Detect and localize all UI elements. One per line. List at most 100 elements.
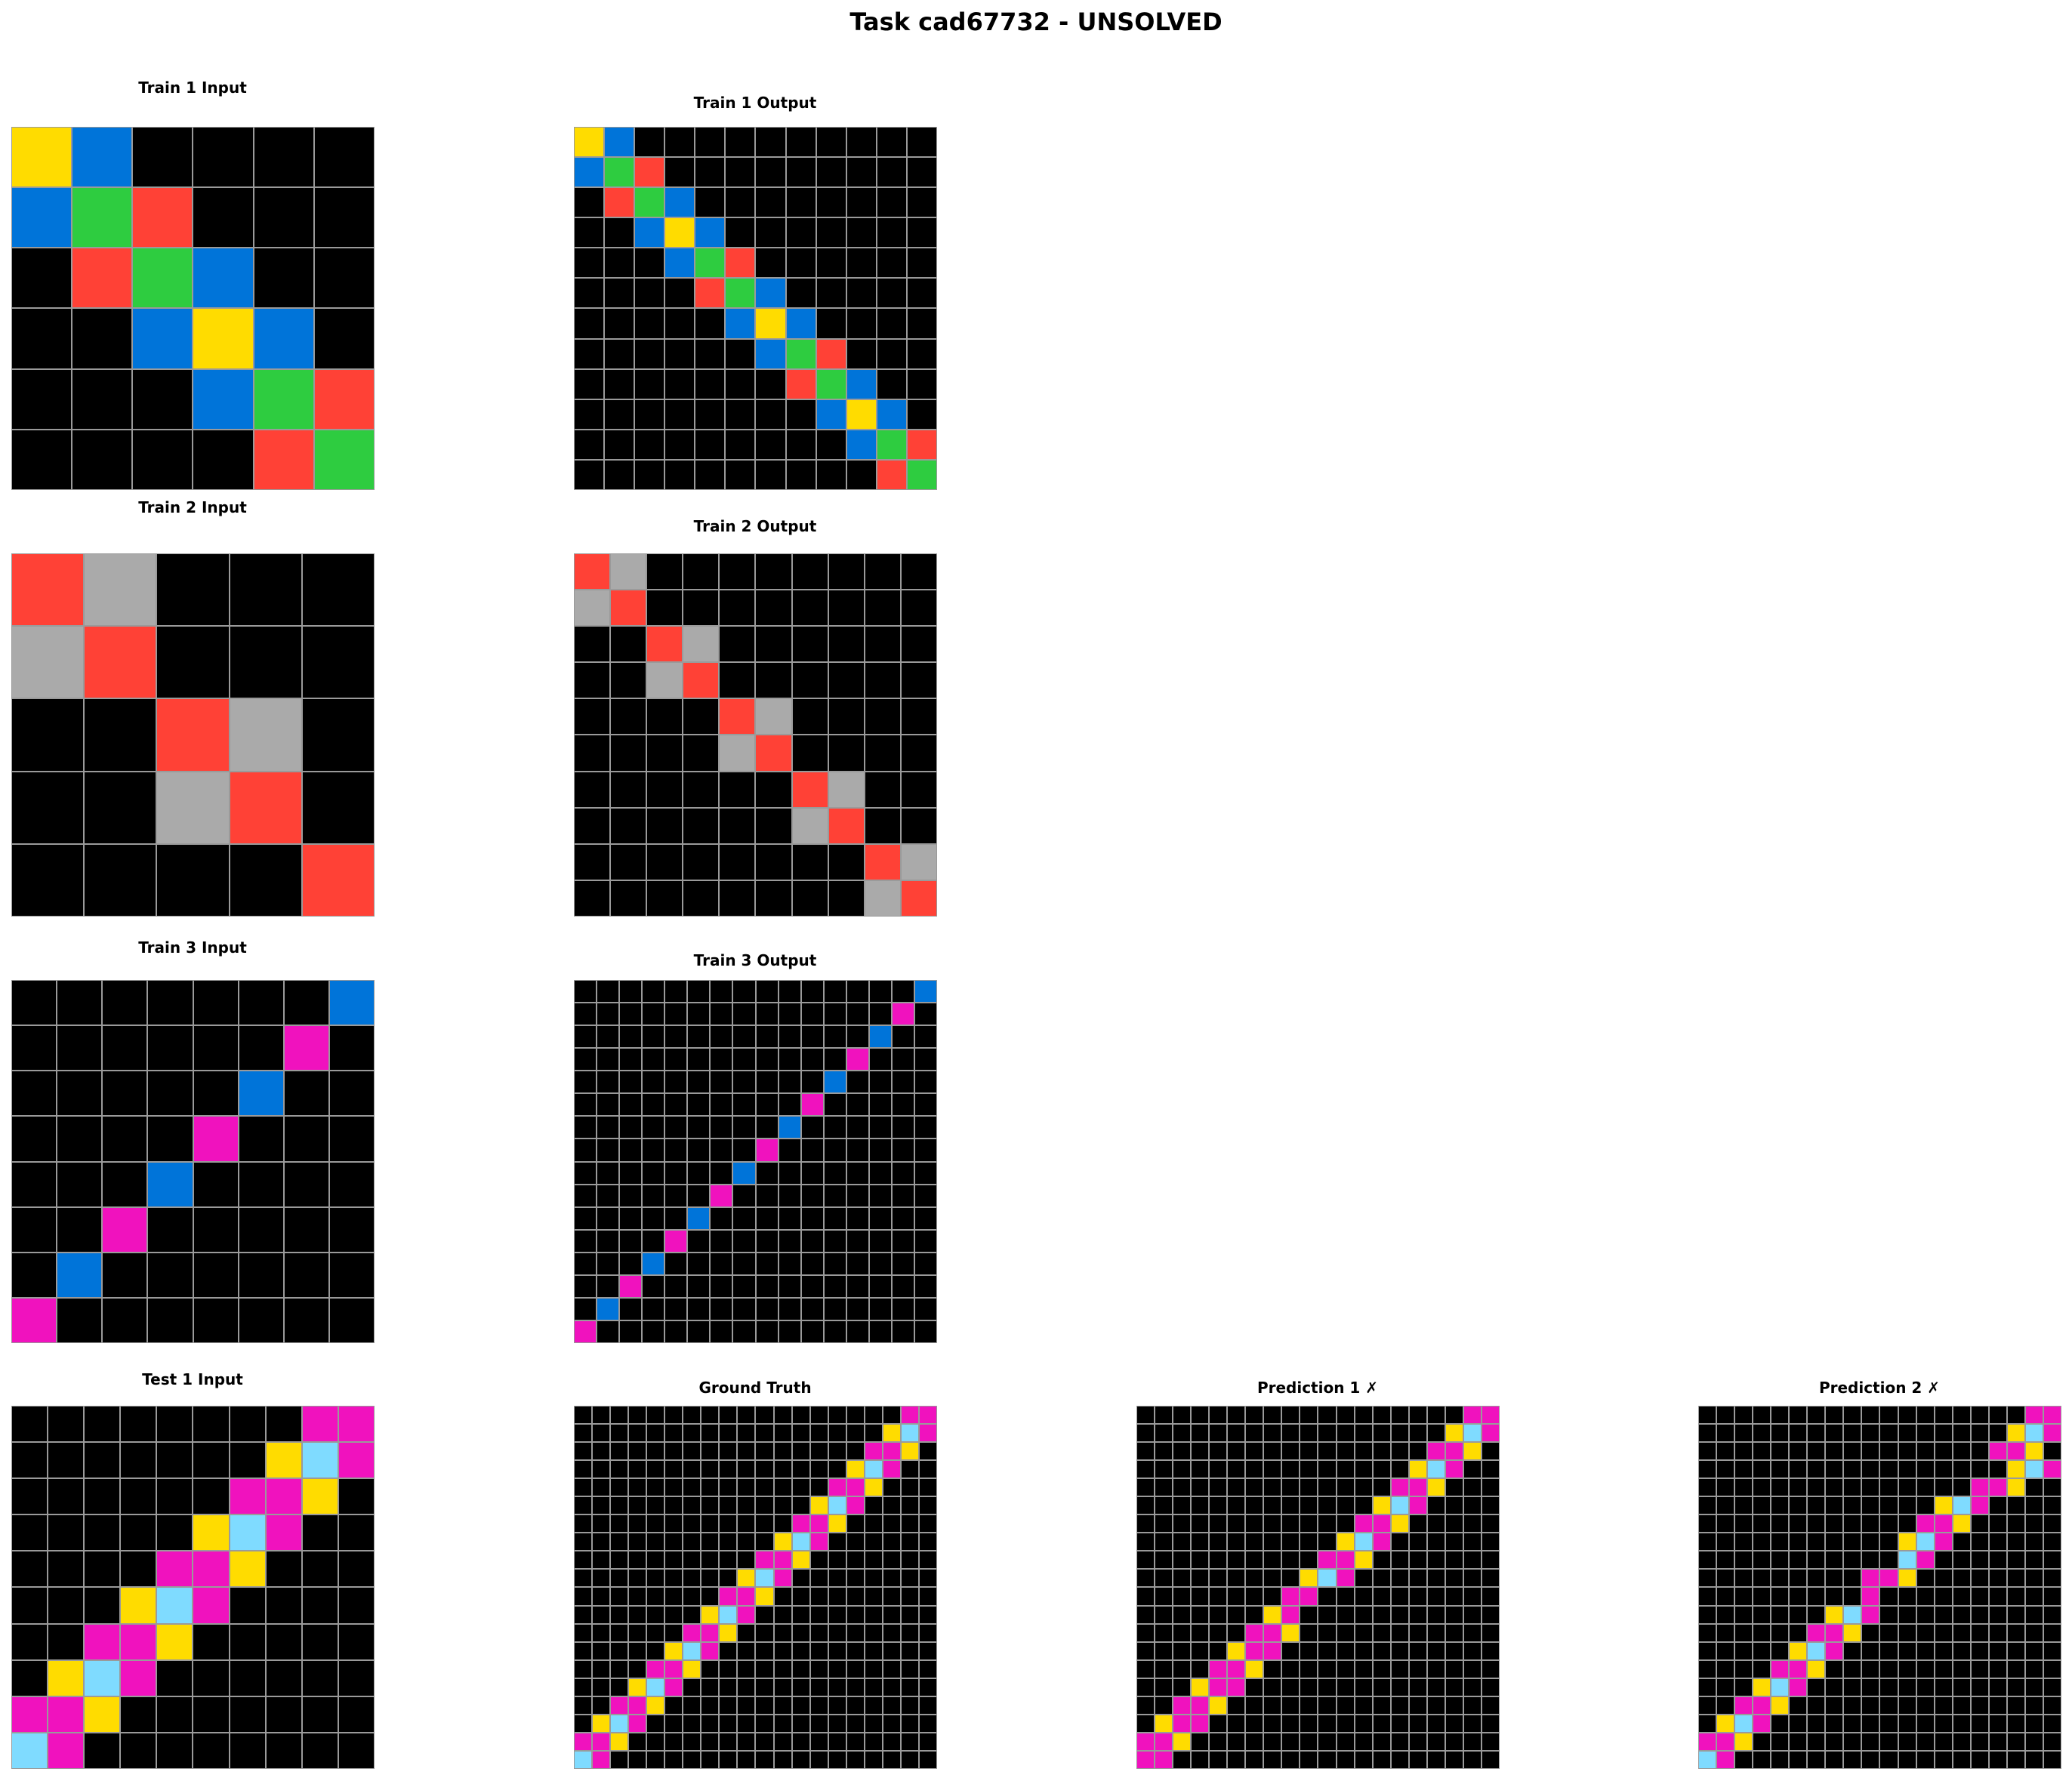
grid-cell — [719, 1533, 738, 1551]
grid-cell — [592, 1641, 611, 1660]
grid-cell — [906, 338, 937, 369]
grid-cell — [1209, 1442, 1228, 1461]
grid-cell — [1898, 1659, 1916, 1678]
grid-cell — [914, 1071, 937, 1094]
grid-cell — [2006, 1605, 2025, 1624]
grid-cell — [313, 368, 375, 430]
grid-cell — [610, 553, 647, 590]
grid-cell — [1807, 1496, 1826, 1515]
grid-cell — [864, 771, 901, 808]
grid-cell — [755, 735, 792, 772]
grid-cell — [574, 1696, 593, 1715]
grid-cell — [1789, 1623, 1808, 1642]
grid-cell — [900, 553, 937, 590]
grid-cell — [1463, 1623, 1482, 1642]
grid-cell — [864, 1605, 883, 1624]
grid-cell — [1916, 1750, 1935, 1769]
grid-cell — [737, 1442, 756, 1461]
grid-cell — [725, 399, 756, 430]
grid-cell — [732, 1206, 756, 1230]
grid-cell — [592, 1659, 611, 1678]
grid-cell — [701, 1533, 720, 1551]
grid-cell — [1463, 1460, 1482, 1479]
grid-cell — [1970, 1732, 1989, 1751]
grid-cell — [2043, 1732, 2061, 1751]
grid-cell — [604, 248, 635, 279]
grid-cell — [574, 1641, 593, 1660]
grid-cell — [778, 1048, 801, 1071]
grid-cell — [628, 1478, 647, 1497]
grid-cell — [1408, 1569, 1427, 1588]
grid-cell — [1318, 1406, 1337, 1425]
grid-cell — [1716, 1533, 1735, 1551]
grid-cell — [719, 626, 756, 663]
grid-cell — [1988, 1533, 2007, 1551]
grid-cell — [737, 1514, 756, 1533]
grid-cell — [634, 308, 665, 339]
grid-cell — [1807, 1732, 1826, 1751]
grid-cell — [882, 1623, 901, 1642]
grid-cell — [809, 1659, 828, 1678]
grid-cell — [828, 553, 865, 590]
grid-cell — [1843, 1424, 1862, 1443]
grid-cell — [1843, 1623, 1862, 1642]
grid-cell — [664, 1659, 683, 1678]
grid-cell — [846, 1161, 869, 1185]
grid-cell — [642, 980, 665, 1003]
grid-cell — [755, 308, 786, 339]
grid-cell — [634, 187, 665, 218]
grid-cell — [737, 1732, 756, 1751]
grid-cell — [610, 1678, 629, 1696]
grid-cell — [156, 1623, 193, 1660]
grid-cell — [628, 1750, 647, 1769]
grid-cell — [719, 1732, 738, 1751]
grid-cell — [634, 278, 665, 309]
grid-cell — [597, 1003, 620, 1026]
grid-cell — [1155, 1533, 1173, 1551]
grid-cell — [1281, 1605, 1300, 1624]
grid-cell — [592, 1678, 611, 1696]
grid-cell — [846, 308, 877, 339]
grid-cell — [846, 1623, 865, 1642]
grid-cell — [868, 1274, 892, 1298]
grid-cell — [687, 1093, 711, 1117]
grid-cell — [755, 1641, 774, 1660]
grid-cell — [1861, 1605, 1880, 1624]
grid-cell — [1318, 1696, 1337, 1715]
grid-cell — [1155, 1496, 1173, 1515]
grid-cell — [48, 1406, 85, 1443]
grid-cell — [1934, 1514, 1953, 1533]
grid-cell — [574, 1003, 597, 1026]
grid-cell — [2024, 1478, 2043, 1497]
grid-cell — [846, 1093, 869, 1117]
grid-cell — [1445, 1424, 1463, 1443]
grid-cell — [1173, 1551, 1192, 1570]
grid-cell — [1155, 1442, 1173, 1461]
grid-cell — [864, 843, 901, 880]
grid-cell — [695, 278, 726, 309]
grid-cell — [1716, 1750, 1735, 1769]
grid-cell — [755, 157, 786, 188]
grid-cell — [265, 1659, 302, 1696]
grid-cell — [710, 1071, 733, 1094]
grid-cell — [592, 1605, 611, 1624]
grid-cell — [846, 1659, 865, 1678]
grid-cell — [57, 1161, 103, 1207]
grid-cell — [864, 1714, 883, 1733]
grid-cell — [755, 1274, 779, 1298]
grid-cell — [1426, 1732, 1445, 1751]
grid-cell — [1916, 1714, 1935, 1733]
grid-cell — [683, 1496, 701, 1515]
grid-cell — [646, 1424, 665, 1443]
grid-cell — [1173, 1732, 1192, 1751]
grid-cell — [597, 1252, 620, 1275]
grid-cell — [1372, 1623, 1391, 1642]
grid-cell — [1934, 1533, 1953, 1551]
grid-cell — [1209, 1678, 1228, 1696]
grid-cell — [701, 1551, 720, 1570]
grid-cell — [283, 1161, 329, 1207]
grid-cell — [193, 1116, 239, 1162]
grid-cell — [610, 1750, 629, 1769]
grid-cell — [1390, 1406, 1409, 1425]
grid-cell — [800, 1297, 824, 1320]
